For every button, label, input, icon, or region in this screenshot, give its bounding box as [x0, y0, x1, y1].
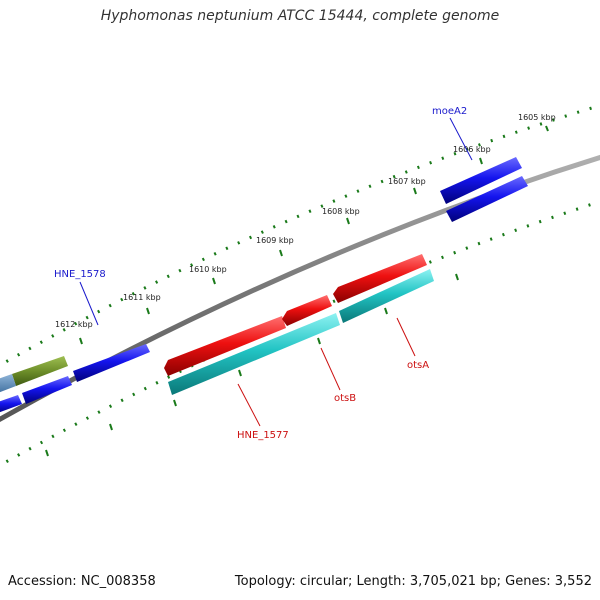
gene-otsB[interactable] — [282, 295, 332, 326]
otsB-leader — [320, 347, 341, 391]
cyan-track-ots[interactable] — [339, 269, 434, 323]
gene-olive[interactable] — [12, 356, 68, 386]
tick-label-1610: 1610 kbp — [189, 265, 227, 274]
gene-moeA2[interactable] — [440, 157, 522, 204]
gene-hne1577[interactable] — [164, 316, 286, 376]
accession-text: Accession: NC_008358 — [8, 574, 156, 589]
inner-tick-b — [384, 307, 388, 315]
gene-forward-b[interactable] — [446, 176, 528, 222]
inner-tick-d — [238, 369, 242, 377]
tick-mark-1605 — [545, 125, 549, 132]
tick-label-1609: 1609 kbp — [256, 236, 294, 245]
tick-mark-1611 — [146, 307, 150, 315]
inner-tick-c — [317, 337, 321, 345]
tick-label-1605: 1605 kbp — [518, 113, 556, 122]
tick-mark-1607 — [413, 187, 417, 195]
gene-steel[interactable] — [0, 374, 16, 394]
inner-tick-f — [109, 423, 113, 431]
cyan-track-hne1577[interactable] — [168, 313, 340, 395]
moeA2-leader — [449, 117, 473, 161]
gene-hne1578[interactable] — [73, 344, 150, 382]
tick-mark-1610 — [212, 277, 216, 285]
tick-label-1612: 1612 kbp — [55, 320, 93, 329]
tick-mark-1608 — [346, 217, 350, 225]
tick-label-1606: 1606 kbp — [453, 145, 491, 154]
inner-tick-e — [173, 399, 177, 407]
gene-otsA[interactable] — [333, 254, 427, 303]
otsA-leader — [396, 317, 416, 357]
hne1577-leader — [237, 383, 261, 427]
tick-label-1611: 1611 kbp — [123, 293, 161, 302]
inner-tick-a — [455, 273, 459, 281]
tick-mark-1612 — [79, 337, 83, 345]
tick-label-1607: 1607 kbp — [388, 177, 426, 186]
tick-mark-1609 — [279, 249, 283, 257]
genome-summary-text: Topology: circular; Length: 3,705,021 bp… — [234, 574, 592, 589]
label-hne1577: HNE_1577 — [237, 430, 289, 441]
tick-mark-1606 — [479, 157, 483, 165]
label-otsA: otsA — [407, 360, 429, 371]
inner-tick-g — [45, 449, 49, 457]
label-moeA2: moeA2 — [432, 106, 467, 117]
genome-backbone — [0, 154, 600, 423]
tick-label-1608: 1608 kbp — [322, 207, 360, 216]
label-otsB: otsB — [334, 393, 356, 404]
hne1578-leader — [79, 281, 99, 326]
gene-forward-d[interactable] — [22, 376, 72, 404]
map-title: Hyphomonas neptunium ATCC 15444, complet… — [100, 8, 500, 24]
gene-forward-e[interactable] — [0, 395, 22, 414]
label-hne1578: HNE_1578 — [54, 269, 106, 280]
